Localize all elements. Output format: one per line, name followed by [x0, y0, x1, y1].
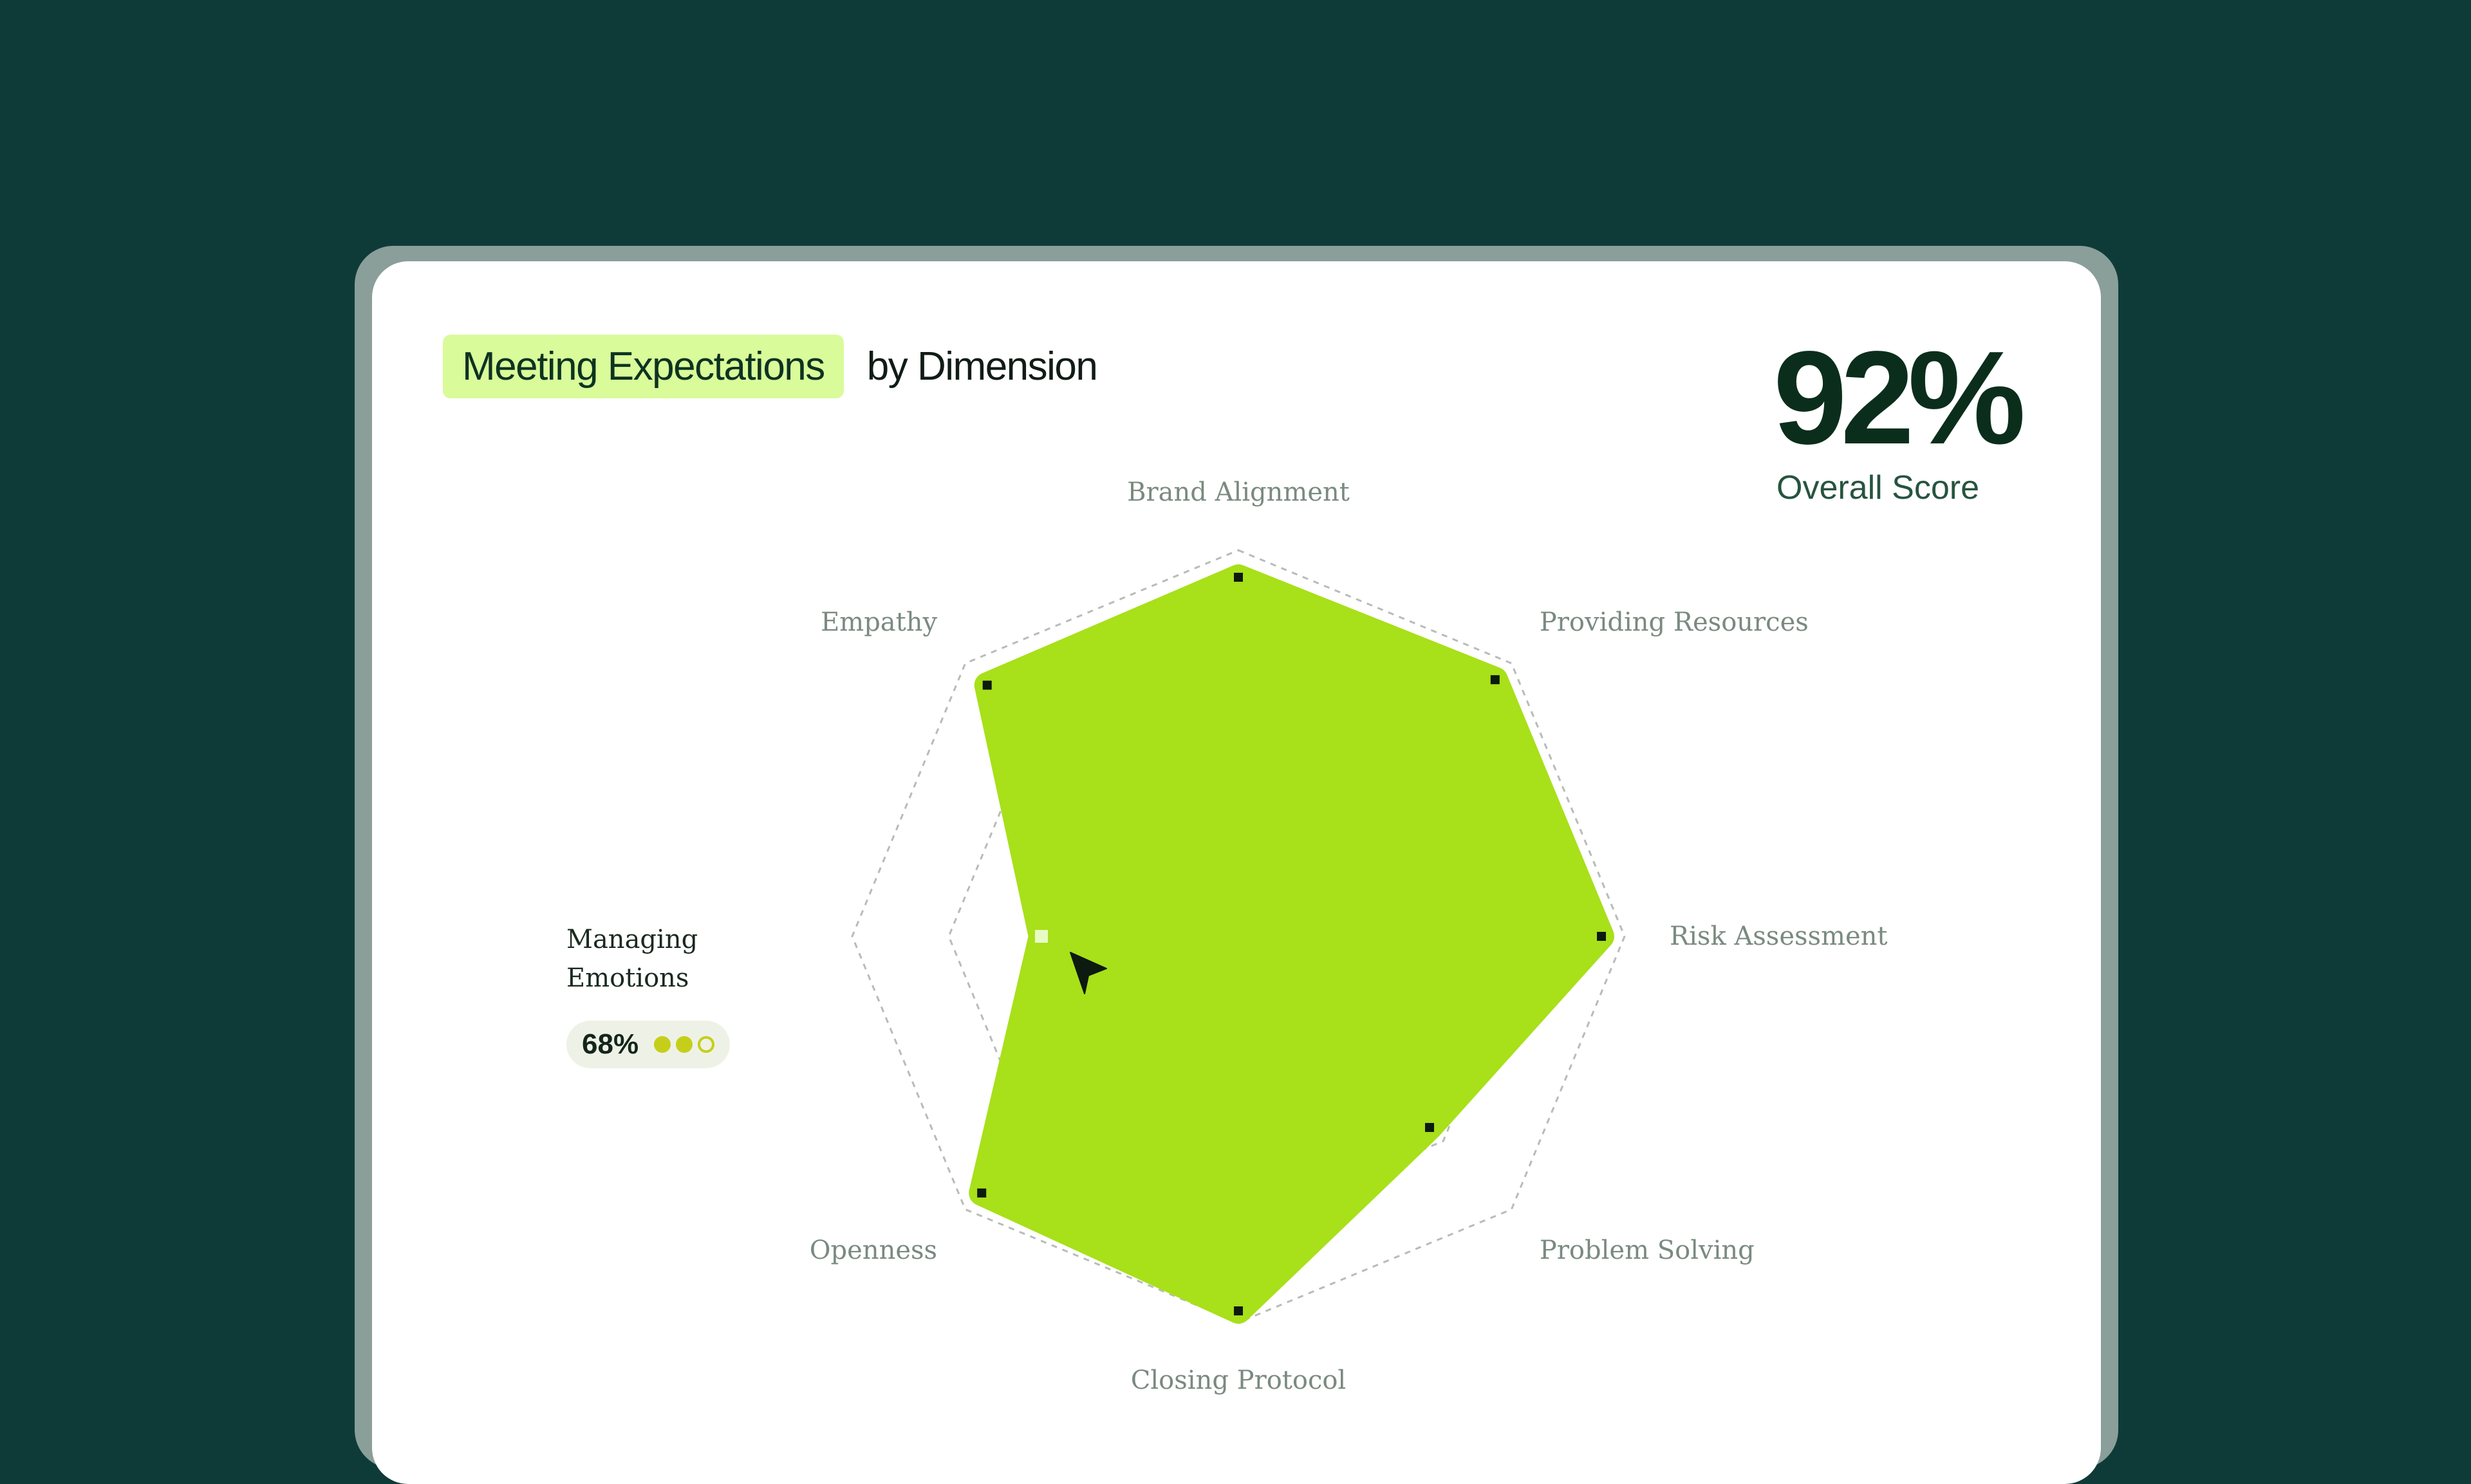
axis-label-4: Closing Protocol — [1130, 1366, 1347, 1395]
data-point-6[interactable] — [1035, 930, 1048, 943]
data-point-7[interactable] — [982, 680, 992, 690]
callout-dimension-name: Managing Emotions — [566, 925, 698, 993]
rating-dot-0 — [654, 1036, 671, 1053]
chart-title: Meeting Expectations by Dimension — [443, 335, 1098, 398]
callout-score-value: 68% — [582, 1028, 639, 1060]
data-point-5[interactable] — [977, 1188, 987, 1198]
hover-callout: Managing Emotions 68% — [566, 920, 734, 1068]
axis-label-5: Openness — [809, 1235, 938, 1265]
title-highlight: Meeting Expectations — [443, 335, 844, 398]
axis-label-3: Problem Solving — [1539, 1235, 1755, 1265]
cursor-arrow-icon — [1070, 952, 1107, 994]
axis-label-7: Empathy — [821, 608, 938, 638]
data-point-3[interactable] — [1424, 1122, 1434, 1132]
rating-dot-2 — [698, 1036, 715, 1053]
data-point-2[interactable] — [1597, 932, 1606, 941]
overall-score-value: 92% — [1773, 324, 2026, 472]
callout-score-pill: 68% — [566, 1021, 731, 1068]
data-point-4[interactable] — [1234, 1306, 1243, 1315]
radar-chart — [851, 549, 1626, 1324]
overall-score-label: Overall Score — [1776, 469, 1979, 506]
axis-label-2: Risk Assessment — [1670, 922, 1888, 951]
data-point-0[interactable] — [1234, 573, 1243, 582]
axis-label-1: Providing Resources — [1539, 608, 1809, 638]
title-rest: by Dimension — [866, 344, 1098, 389]
data-point-1[interactable] — [1490, 675, 1500, 685]
data-area — [969, 564, 1614, 1324]
callout-rating-dots — [654, 1036, 715, 1053]
axis-label-0: Brand Alignment — [1127, 478, 1350, 507]
rating-dot-1 — [676, 1036, 693, 1053]
